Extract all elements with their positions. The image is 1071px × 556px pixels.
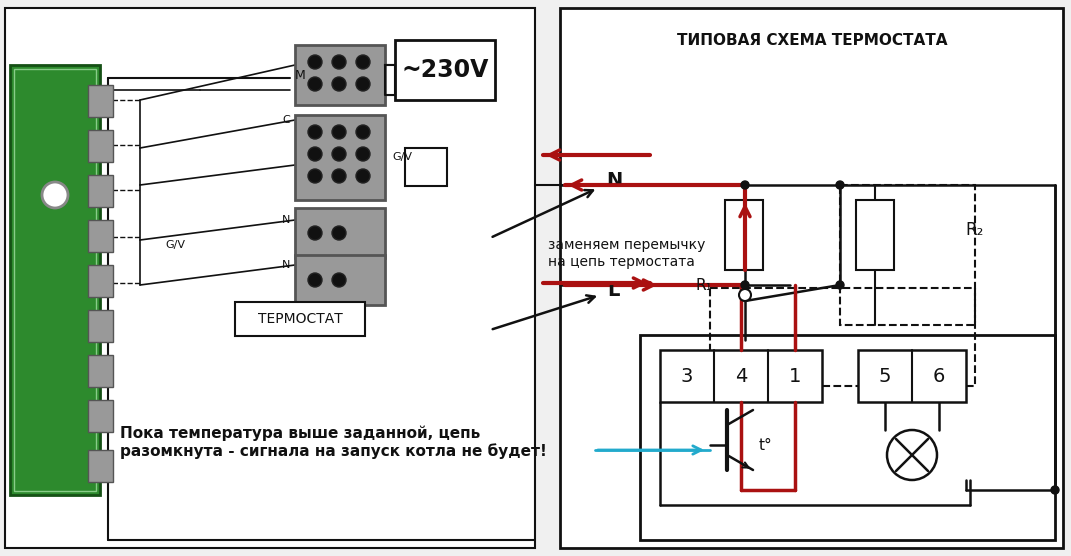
Bar bbox=[710, 288, 975, 386]
Circle shape bbox=[356, 125, 369, 139]
Text: C: C bbox=[283, 115, 290, 125]
Bar bbox=[10, 65, 100, 495]
Bar bbox=[88, 310, 114, 342]
Bar bbox=[88, 400, 114, 432]
Circle shape bbox=[739, 289, 751, 301]
Bar bbox=[560, 8, 1064, 548]
Circle shape bbox=[332, 226, 346, 240]
Circle shape bbox=[356, 147, 369, 161]
Text: G/V: G/V bbox=[392, 152, 412, 162]
Circle shape bbox=[332, 55, 346, 69]
Text: ТЕРМОСТАТ: ТЕРМОСТАТ bbox=[258, 312, 343, 326]
Circle shape bbox=[836, 181, 844, 189]
Circle shape bbox=[308, 226, 322, 240]
Circle shape bbox=[356, 77, 369, 91]
Bar bbox=[295, 255, 384, 305]
Bar bbox=[295, 45, 384, 105]
Circle shape bbox=[332, 169, 346, 183]
Text: N: N bbox=[606, 171, 622, 190]
Text: 1: 1 bbox=[789, 366, 801, 385]
Text: 6: 6 bbox=[933, 366, 946, 385]
Circle shape bbox=[332, 273, 346, 287]
Text: R₂: R₂ bbox=[965, 221, 983, 239]
Circle shape bbox=[741, 281, 749, 289]
Circle shape bbox=[308, 77, 322, 91]
Circle shape bbox=[308, 147, 322, 161]
Bar bbox=[858, 350, 966, 402]
Bar bbox=[295, 115, 384, 200]
Circle shape bbox=[308, 273, 322, 287]
Circle shape bbox=[332, 125, 346, 139]
Circle shape bbox=[308, 55, 322, 69]
Text: на цепь термостата: на цепь термостата bbox=[548, 255, 695, 269]
Text: 4: 4 bbox=[735, 366, 748, 385]
Bar bbox=[295, 208, 384, 258]
Text: t°: t° bbox=[759, 438, 773, 453]
Bar bbox=[14, 69, 96, 491]
Text: 5: 5 bbox=[878, 366, 891, 385]
Circle shape bbox=[356, 169, 369, 183]
Bar bbox=[88, 220, 114, 252]
Circle shape bbox=[332, 77, 346, 91]
Circle shape bbox=[356, 55, 369, 69]
Circle shape bbox=[308, 169, 322, 183]
Bar bbox=[88, 265, 114, 297]
Polygon shape bbox=[384, 65, 395, 95]
Bar bbox=[840, 185, 975, 325]
Bar bbox=[640, 335, 1055, 540]
Text: N: N bbox=[282, 215, 290, 225]
Bar bbox=[405, 148, 447, 186]
Text: заменяем перемычку: заменяем перемычку bbox=[548, 238, 706, 252]
Circle shape bbox=[332, 147, 346, 161]
Bar bbox=[88, 85, 114, 117]
Bar bbox=[235, 302, 365, 336]
Bar bbox=[88, 175, 114, 207]
Text: Пока температура выше заданной, цепь
разомкнута - сигнала на запуск котла не буд: Пока температура выше заданной, цепь раз… bbox=[120, 425, 547, 459]
Bar bbox=[725, 200, 763, 270]
Circle shape bbox=[1051, 486, 1059, 494]
Bar bbox=[5, 8, 536, 548]
Circle shape bbox=[308, 125, 322, 139]
Bar bbox=[88, 130, 114, 162]
Circle shape bbox=[42, 182, 67, 208]
Bar bbox=[856, 200, 894, 270]
Text: N: N bbox=[282, 260, 290, 270]
Circle shape bbox=[741, 181, 749, 189]
Text: ТИПОВАЯ СХЕМА ТЕРМОСТАТА: ТИПОВАЯ СХЕМА ТЕРМОСТАТА bbox=[677, 32, 947, 47]
Text: L: L bbox=[607, 280, 619, 300]
Bar bbox=[660, 350, 823, 402]
Circle shape bbox=[887, 430, 937, 480]
Bar bbox=[88, 355, 114, 387]
Text: R₁: R₁ bbox=[695, 277, 712, 292]
Text: M: M bbox=[295, 68, 305, 82]
Bar bbox=[395, 40, 495, 100]
Circle shape bbox=[836, 281, 844, 289]
Text: 3: 3 bbox=[681, 366, 693, 385]
Bar bbox=[88, 450, 114, 482]
Text: ~230V: ~230V bbox=[402, 58, 488, 82]
Text: G/V: G/V bbox=[165, 240, 185, 250]
